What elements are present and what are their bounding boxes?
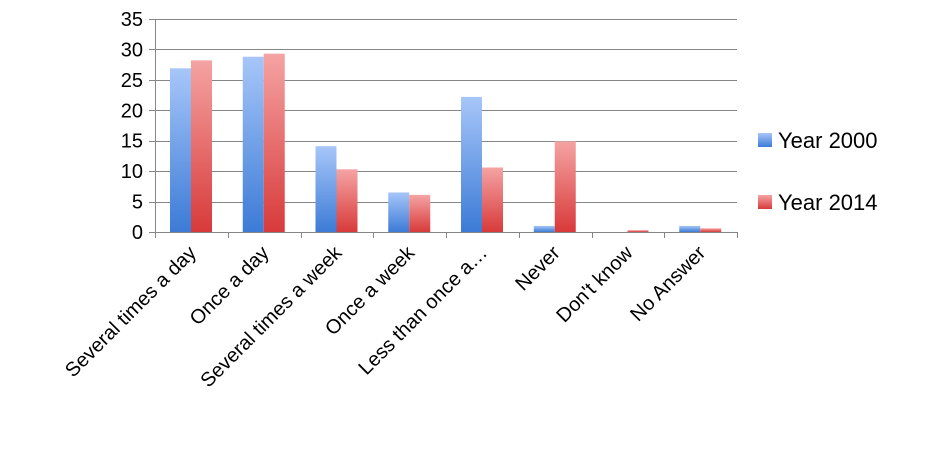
bar-year-2014-0	[191, 60, 212, 232]
category-label-7: No Answer	[626, 242, 710, 326]
bars	[170, 53, 722, 233]
category-label-5: Never	[511, 242, 565, 296]
axes	[149, 19, 738, 238]
legend-swatch-0	[758, 133, 772, 147]
y-tick-label-35: 35	[121, 9, 143, 31]
bar-year-2000-4	[461, 96, 482, 232]
gridlines	[155, 19, 737, 203]
legend-swatch-1	[758, 195, 772, 209]
y-tick-label-0: 0	[132, 222, 143, 244]
bar-year-2000-2	[315, 146, 337, 232]
bar-year-2000-5	[533, 225, 555, 232]
y-tick-label-10: 10	[121, 161, 143, 183]
category-label-6: Don't know	[552, 242, 637, 327]
y-tick-label-5: 5	[132, 192, 143, 214]
bar-year-2014-2	[336, 169, 358, 232]
y-tick-labels: 0 5 10 15 20 25 30 35	[121, 9, 143, 244]
bar-year-2000-7	[679, 225, 701, 232]
legend-label-0: Year 2000	[778, 128, 878, 153]
bar-year-2000-3	[388, 192, 410, 232]
legend-label-1: Year 2014	[778, 190, 878, 215]
bar-year-2014-5	[554, 141, 576, 232]
category-label-2: Several times a week	[196, 241, 347, 392]
bar-year-2014-7	[700, 228, 722, 232]
bar-year-2014-4	[482, 167, 503, 232]
category-label-4: Less than once a…	[354, 242, 491, 379]
legend: Year 2000 Year 2014	[758, 128, 878, 215]
bar-year-2014-6	[627, 230, 649, 232]
y-tick-label-20: 20	[121, 100, 143, 122]
bar-year-2000-1	[242, 56, 264, 232]
bar-year-2014-3	[409, 194, 431, 232]
category-label-0: Several times a day	[61, 242, 201, 382]
bar-year-2000-0	[170, 68, 191, 233]
y-tick-label-30: 30	[121, 39, 143, 61]
y-tick-label-25: 25	[121, 70, 143, 92]
bar-year-2014-1	[263, 53, 285, 233]
y-tick-label-15: 15	[121, 131, 143, 153]
